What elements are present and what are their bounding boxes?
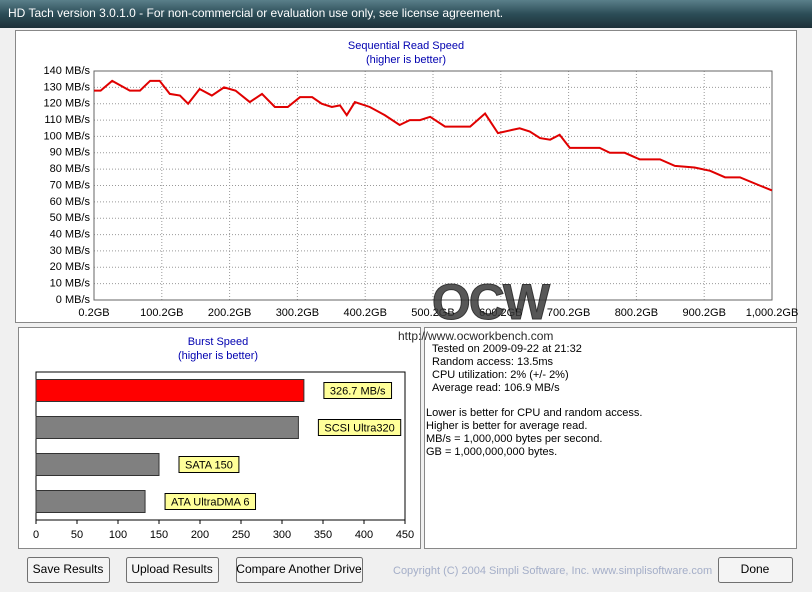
button-label[interactable]: Upload Results — [131, 562, 212, 576]
y-tick-label: 0 MB/s — [56, 294, 91, 306]
x-tick-label: 0 — [33, 529, 39, 541]
x-tick-label: 350 — [314, 529, 332, 541]
label-box — [323, 382, 393, 399]
note-line: Lower is better for CPU and random acces… — [426, 407, 642, 419]
plot-frame — [93, 70, 773, 301]
y-tick-label: 50 MB/s — [50, 212, 91, 224]
y-tick-label: 120 MB/s — [44, 98, 91, 110]
info-panel — [424, 327, 797, 549]
bar-label: SCSI Ultra320 — [324, 422, 394, 434]
x-tick-label: 600.2GB — [479, 307, 522, 319]
button[interactable] — [236, 557, 363, 583]
y-tick-label: 30 MB/s — [50, 245, 91, 257]
x-tick-label: 150 — [150, 529, 168, 541]
window-title: HD Tach version 3.0.1.0 - For non-commer… — [8, 6, 503, 20]
button-label[interactable]: Compare Another Drive — [236, 562, 362, 576]
chart-subtitle: (higher is better) — [178, 350, 258, 362]
button[interactable] — [126, 557, 219, 583]
x-tick-label: 200.2GB — [208, 307, 251, 319]
label-box — [317, 419, 402, 436]
x-tick-label: 1,000.2GB — [746, 307, 799, 319]
result-line: Random access: 13.5ms — [432, 356, 554, 368]
x-tick-label: 100.2GB — [140, 307, 183, 319]
watermark-url: http://www.ocworkbench.com — [398, 329, 553, 343]
bar — [35, 379, 305, 402]
x-tick-label: 800.2GB — [615, 307, 658, 319]
x-tick-label: 900.2GB — [682, 307, 725, 319]
y-tick-label: 110 MB/s — [44, 114, 90, 126]
y-tick-label: 130 MB/s — [44, 81, 91, 93]
note-line: Higher is better for average read. — [426, 420, 587, 432]
button[interactable] — [27, 557, 110, 583]
y-tick-label: 40 MB/s — [50, 228, 91, 240]
x-tick-label: 100 — [109, 529, 127, 541]
chart-title: Sequential Read Speed — [348, 40, 464, 52]
button-label[interactable]: Done — [741, 562, 770, 576]
y-tick-label: 70 MB/s — [50, 179, 91, 191]
y-tick-label: 10 MB/s — [50, 278, 91, 290]
x-tick-label: 450 — [396, 529, 414, 541]
button[interactable] — [718, 557, 793, 583]
y-tick-label: 90 MB/s — [50, 147, 91, 159]
bar — [35, 453, 160, 476]
chart-title: Burst Speed — [188, 336, 249, 348]
y-tick-label: 20 MB/s — [50, 261, 91, 273]
bar-label: 326.7 MB/s — [330, 385, 386, 397]
y-tick-label: 80 MB/s — [50, 163, 91, 175]
bar — [35, 416, 299, 439]
y-tick-label: 140 MB/s — [44, 65, 91, 77]
x-tick-label: 400.2GB — [343, 307, 386, 319]
y-tick-label: 100 MB/s — [44, 130, 91, 142]
x-tick-label: 700.2GB — [547, 307, 590, 319]
bar — [35, 490, 146, 513]
x-tick-label: 0.2GB — [78, 307, 109, 319]
note-line: MB/s = 1,000,000 bytes per second. — [426, 433, 602, 445]
sequential-panel — [15, 30, 797, 323]
watermark: OCW http://www.ocworkbench.com — [398, 274, 553, 343]
x-tick-label: 500.2GB — [411, 307, 454, 319]
label-box — [164, 493, 257, 510]
title-bar — [0, 0, 812, 28]
read-speed-line — [94, 79, 773, 192]
note-line: GB = 1,000,000,000 bytes. — [426, 446, 557, 458]
x-tick-label: 400 — [355, 529, 373, 541]
burst-chart: Burst Speed (higher is better) 0 50 100 150 20… — [33, 336, 414, 541]
x-tick-label: 200 — [191, 529, 209, 541]
y-tick-label: 60 MB/s — [50, 196, 91, 208]
button-label[interactable]: Save Results — [33, 562, 104, 576]
copyright: Copyright (C) 2004 Simpli Software, Inc.… — [393, 565, 712, 577]
result-line: Average read: 106.9 MB/s — [432, 382, 560, 394]
bar-label: SATA 150 — [185, 459, 233, 471]
label-box — [178, 456, 240, 473]
bar-label: ATA UltraDMA 6 — [171, 496, 249, 508]
watermark-logo: OCW — [432, 274, 551, 330]
chart-subtitle: (higher is better) — [366, 54, 446, 66]
sequential-chart: Sequential Read Speed (higher is better) 0… — [44, 40, 799, 319]
x-tick-label: 250 — [232, 529, 250, 541]
x-tick-label: 50 — [71, 529, 83, 541]
x-tick-label: 300.2GB — [276, 307, 319, 319]
result-line: Tested on 2009-09-22 at 21:32 — [432, 343, 582, 355]
x-tick-label: 300 — [273, 529, 291, 541]
button-row: Save Results Upload Results Compare Anothe… — [27, 557, 793, 583]
result-line: CPU utilization: 2% (+/- 2%) — [432, 369, 569, 381]
